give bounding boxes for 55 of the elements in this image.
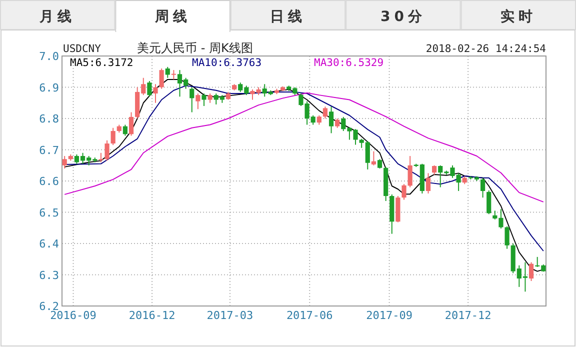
candlestick [480,177,486,198]
x-tick-label: 2017-09 [366,309,412,322]
chart-title: 美元人民币 - 周K线图 [137,41,253,55]
text: MA5:6.3172 [70,57,134,69]
y-tick-label: 6.5 [39,206,59,220]
candlestick [371,150,376,166]
x-tick-label: 2017-03 [206,309,254,322]
chart-subtitle: USDCNY [63,43,102,55]
candlestick [202,93,206,106]
text: 日线 [270,9,306,25]
line-series [64,92,544,202]
y-tick-label: 7.0 [39,50,59,63]
candlestick [528,262,534,282]
x-tick-label: 2016-12 [128,309,176,322]
candlestick [335,118,340,128]
candlestick [62,156,67,169]
candlestick [171,70,176,80]
candlestick [153,84,158,104]
candlestick [486,190,492,215]
candlestick [322,106,328,119]
candlestick [147,80,152,98]
y-tick-label: 6.4 [39,238,60,250]
candlestick [328,106,334,134]
candlestick [316,114,322,126]
text: 月线 [38,9,76,25]
text: 实时 [500,8,536,25]
candlestick [196,93,200,110]
x-tick-label: 2017-06 [286,309,333,322]
text: 2018-02-26 14:24:54 [426,43,546,55]
candlestick [98,152,104,163]
x-tick-label: 2017-12 [444,309,492,322]
text: MA30:6.5329 [314,57,384,69]
candlestick [426,172,431,194]
candlestick [122,124,128,136]
text: 30分 [380,9,426,25]
candlestick [104,140,110,162]
x-tick-label: 2016-09 [50,309,96,322]
candlestick [190,86,194,113]
text: 周线 [154,9,191,25]
candlestick [128,112,134,136]
series-label: MA10:6.3763 [192,57,262,69]
y-tick-label: 6.9 [39,81,59,94]
candlestick [165,66,170,78]
candlestick [402,184,406,200]
candlestick [159,68,164,90]
candlestick [208,93,212,104]
candlestick [110,127,116,146]
candlestick [377,158,382,169]
y-tick-label: 6.8 [39,112,59,126]
candlestick [408,156,412,188]
y-tick-label: 6.3 [39,268,59,282]
candlestick [432,164,437,176]
y-tick-label: 6.6 [39,175,59,188]
y-tick-label: 6.7 [39,144,59,157]
candlestick [504,226,510,250]
